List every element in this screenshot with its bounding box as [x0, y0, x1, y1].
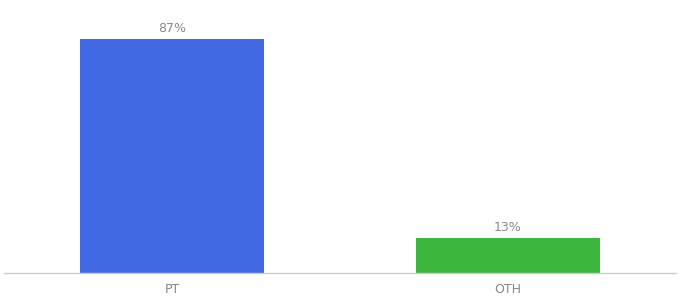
Bar: [415, 238, 600, 273]
Bar: [80, 39, 265, 273]
Text: 13%: 13%: [494, 221, 522, 234]
Text: 87%: 87%: [158, 22, 186, 35]
